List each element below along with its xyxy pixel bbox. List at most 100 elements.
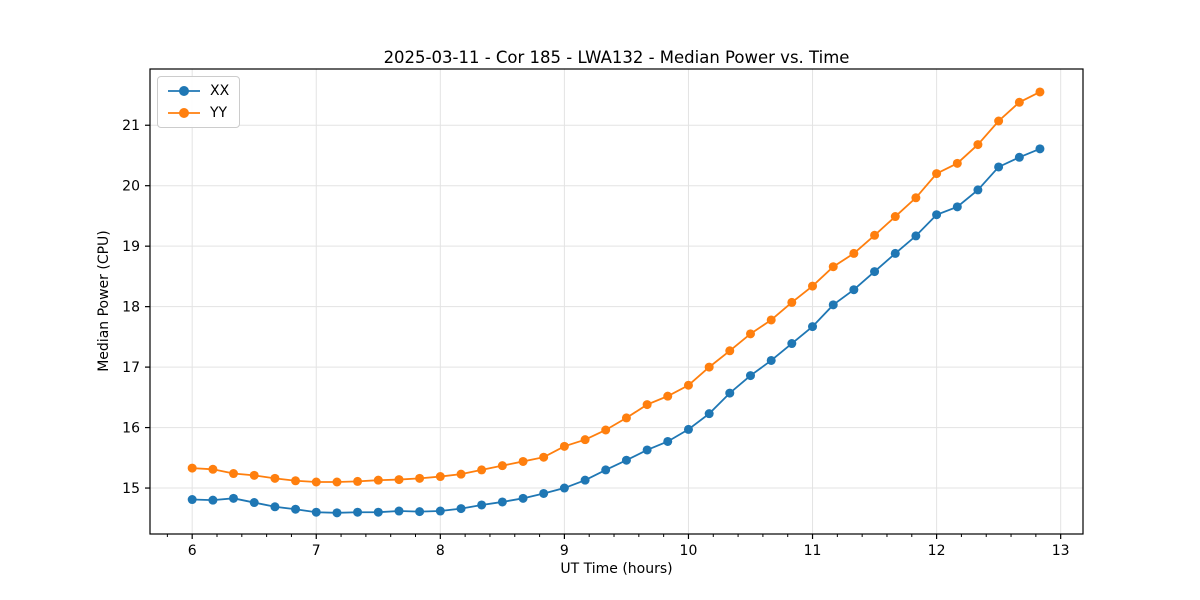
x-tick-label: 11 [804,543,822,559]
data-point-yy [249,470,259,480]
y-axis-label: Median Power (CPU) [96,230,112,372]
legend: XX YY [157,76,241,128]
data-point-yy [787,297,797,307]
data-point-yy [828,262,838,272]
legend-item-label: XX [210,83,230,99]
legend-marker-yy-icon [168,108,200,118]
data-point-xx [973,185,983,195]
data-point-yy [870,230,880,240]
data-point-yy [353,476,363,486]
plot-area-frame [149,68,1084,535]
x-axis-label: UT Time (hours) [560,561,673,577]
data-point-yy [332,477,342,487]
data-point-xx [745,371,755,381]
data-point-yy [642,400,652,410]
data-point-xx [187,495,197,505]
data-point-xx [435,506,445,516]
x-tick-label: 10 [680,543,698,559]
data-point-xx [477,500,487,510]
data-point-yy [435,472,445,482]
data-point-yy [1035,87,1045,97]
data-point-xx [270,502,280,512]
data-point-xx [1014,152,1024,162]
data-point-yy [580,435,590,445]
data-point-yy [539,452,549,462]
data-point-yy [311,477,321,487]
x-tick-label: 7 [312,543,321,559]
data-point-xx [208,495,218,505]
data-point-yy [683,380,693,390]
data-point-xx [291,504,301,514]
data-point-yy [663,391,673,401]
y-tick-label: 16 [122,421,140,437]
data-point-xx [415,507,425,517]
data-point-yy [621,413,631,423]
chart-title: 2025-03-11 - Cor 185 - LWA132 - Median P… [383,48,850,67]
data-point-yy [932,169,942,179]
data-point-yy [477,465,487,475]
data-point-xx [228,493,238,503]
data-point-yy [725,346,735,356]
data-point-xx [580,475,590,485]
data-point-xx [642,445,652,455]
data-point-xx [663,436,673,446]
y-tick-label: 20 [122,179,140,195]
x-tick-label: 12 [928,543,946,559]
x-tick-label: 6 [188,543,197,559]
y-tick-label: 18 [122,300,140,316]
data-point-yy [994,116,1004,126]
data-point-xx [311,507,321,517]
data-point-xx [766,355,776,365]
legend-marker-xx-icon [168,86,200,96]
data-point-yy [849,248,859,258]
y-tick-label: 15 [122,481,140,497]
y-tick-label: 19 [122,239,140,255]
data-point-xx [559,483,569,493]
data-point-xx [704,409,714,419]
x-tick-label: 9 [560,543,569,559]
data-point-xx [539,488,549,498]
data-point-yy [766,315,776,325]
x-tick-label: 8 [436,543,445,559]
data-point-xx [601,465,611,475]
data-point-xx [497,497,507,507]
data-point-xx [932,210,942,220]
data-point-yy [270,473,280,483]
data-point-yy [456,469,466,479]
data-point-yy [559,441,569,451]
data-point-yy [415,473,425,483]
data-point-yy [745,329,755,339]
data-point-yy [291,476,301,486]
data-point-xx [828,300,838,310]
data-point-xx [394,506,404,516]
data-point-yy [952,158,962,168]
data-point-xx [787,339,797,349]
data-point-yy [187,463,197,473]
data-point-yy [973,140,983,150]
y-tick-label: 21 [122,118,140,134]
data-point-xx [373,507,383,517]
data-point-yy [394,475,404,485]
data-point-xx [994,162,1004,172]
data-point-yy [228,469,238,479]
data-point-yy [208,464,218,474]
data-point-yy [497,461,507,471]
data-point-xx [518,493,528,503]
data-point-xx [683,424,693,434]
data-point-yy [373,475,383,485]
data-point-yy [890,212,900,222]
data-point-yy [518,456,528,466]
x-tick-label: 13 [1052,543,1070,559]
data-point-xx [621,455,631,465]
data-point-yy [704,362,714,372]
data-point-xx [870,267,880,277]
series-yy-line [192,91,1041,483]
data-point-xx [249,498,259,508]
data-point-xx [353,507,363,517]
series-xx-line [192,147,1041,514]
data-point-xx [890,248,900,258]
data-point-xx [456,504,466,514]
data-point-xx [911,231,921,241]
legend-item-yy: YY [166,104,229,122]
